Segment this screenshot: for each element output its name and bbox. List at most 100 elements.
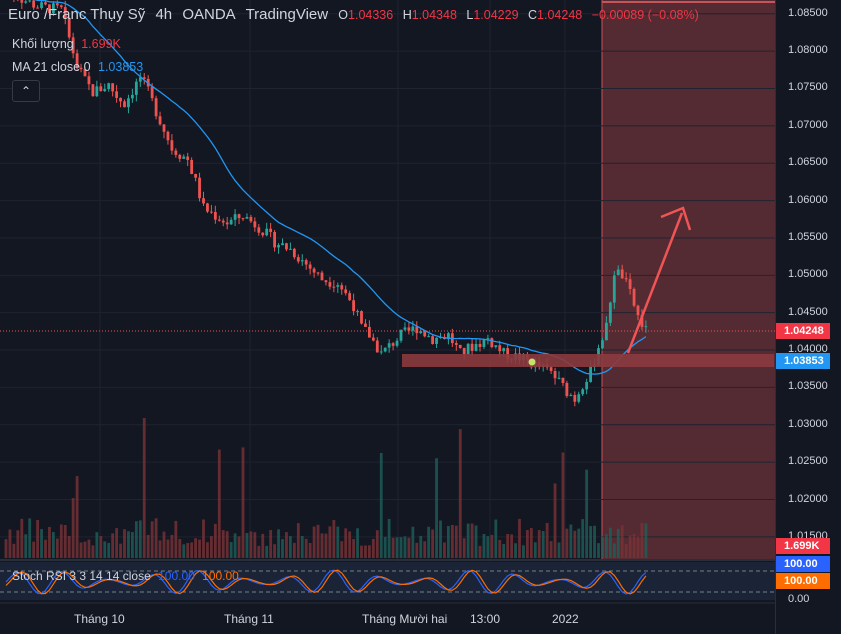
candle (494, 345, 498, 348)
candle (225, 222, 229, 225)
candle (403, 327, 407, 330)
volume-bar (253, 532, 257, 558)
price-axis[interactable]: 1.01500 1.02000 1.02500 1.03000 1.03500 1.040… (775, 0, 841, 634)
volume-bar (431, 529, 434, 558)
candle (269, 228, 273, 233)
candle (245, 216, 249, 219)
volume-bar (131, 532, 134, 558)
candle (142, 77, 146, 79)
candle (490, 338, 494, 348)
candle (119, 97, 122, 102)
candle (304, 260, 308, 265)
volume-bar (36, 520, 39, 558)
candle (292, 248, 296, 258)
interval[interactable]: 4h (155, 6, 173, 23)
candle (336, 285, 340, 287)
price-tick: 1.08000 (788, 44, 828, 57)
volume-bar (462, 538, 466, 558)
candle (221, 220, 225, 223)
volume-bar (170, 534, 174, 558)
volume-bar (289, 536, 292, 558)
volume-bar (158, 540, 162, 558)
volume-bar (4, 539, 8, 558)
volume-bar (628, 535, 632, 558)
candle (253, 221, 257, 228)
volume-bar (83, 541, 87, 558)
volume-bar (115, 528, 118, 558)
candle (40, 2, 43, 9)
volume-bar (40, 529, 43, 558)
volume-bar (52, 532, 55, 558)
price-tick: 1.03000 (788, 417, 828, 430)
candle (206, 203, 209, 212)
volume-bar (292, 542, 296, 558)
volume-bar (407, 537, 411, 558)
candle (423, 331, 427, 337)
ma-value: 1.03853 (98, 60, 144, 74)
ma-legend[interactable]: MA 21 close 0 1.03853 (12, 60, 143, 74)
volume-bar (221, 530, 225, 558)
candle (174, 150, 178, 155)
candle (67, 18, 71, 38)
collapse-legend-button[interactable]: ⌃ (12, 80, 40, 102)
ma-line (33, 0, 647, 375)
stoch-k-tag: 100.00 (776, 556, 830, 572)
candle (565, 382, 569, 396)
symbol-name[interactable]: Euro /Franc Thụy Sỹ (8, 6, 146, 23)
last-price-tag: 1.04248 (776, 323, 830, 339)
volume-bar (443, 542, 446, 558)
candle (324, 280, 328, 283)
candle (75, 53, 79, 68)
volume-legend[interactable]: Khối lượng 1.699K (12, 37, 121, 51)
candle (549, 367, 553, 372)
volume-bar (375, 530, 379, 558)
support-zone[interactable] (402, 354, 774, 367)
candle (99, 86, 103, 92)
candle (628, 279, 632, 289)
volume-bar (190, 542, 194, 558)
volume-bar (624, 544, 628, 558)
candle (585, 381, 589, 390)
candle (569, 395, 573, 397)
candle (158, 116, 162, 125)
volume-bar (502, 544, 506, 558)
candle (103, 89, 107, 92)
volume-bar (285, 532, 288, 558)
volume-bar (119, 543, 122, 558)
volume-bar (127, 531, 130, 558)
candle (605, 322, 608, 341)
volume-bar (391, 537, 395, 558)
volume-bar (427, 526, 431, 558)
projection-arrow[interactable] (626, 212, 684, 354)
volume-bar (352, 539, 355, 558)
volume-bar (608, 527, 612, 558)
time-label-dec: Tháng Mười hai (362, 612, 448, 626)
volume-bar (91, 545, 95, 558)
volume-bar (202, 519, 205, 558)
volume-bar (549, 541, 553, 558)
candle (320, 272, 324, 281)
candle (131, 94, 134, 99)
volume-bar (99, 536, 103, 558)
candle (478, 344, 482, 347)
stoch-k-value: 100.00 (158, 569, 195, 583)
volume-bar (399, 537, 403, 558)
volume-bar (486, 536, 490, 558)
candle (371, 337, 375, 341)
candle (190, 159, 194, 174)
volume-bar (178, 538, 182, 558)
volume-bar (616, 528, 620, 558)
candle (213, 211, 217, 220)
volume-bar (166, 539, 170, 558)
volume-bar (593, 525, 596, 558)
volume-bar (632, 534, 636, 558)
candle (134, 81, 138, 95)
candle (573, 395, 577, 402)
stoch-legend[interactable]: Stoch RSI 3 3 14 14 close 100.00 100.00 (12, 569, 239, 583)
candle (24, 1, 28, 3)
candle (454, 343, 458, 345)
volume-bar (640, 523, 644, 558)
volume-bar (123, 529, 126, 558)
candle (210, 211, 213, 213)
